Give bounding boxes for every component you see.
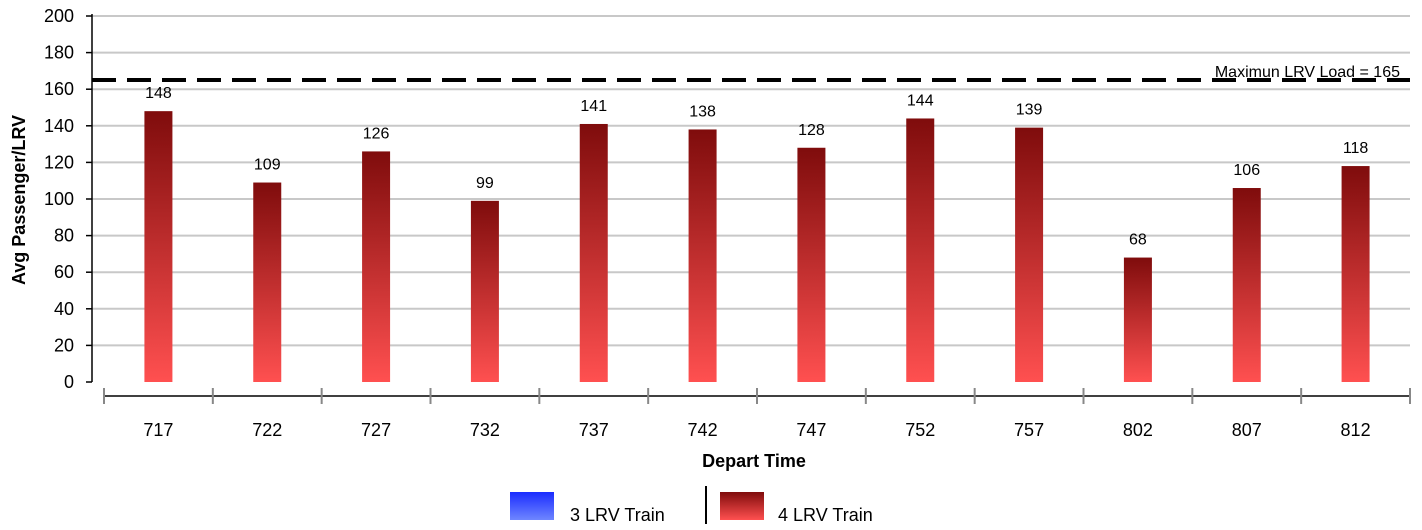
y-tick-label: 140	[44, 116, 74, 136]
y-tick-label: 120	[44, 152, 74, 172]
legend: 3 LRV Train 4 LRV Train	[510, 486, 873, 525]
y-tick-label: 160	[44, 79, 74, 99]
bar-data-label: 106	[1233, 162, 1260, 179]
bar-data-label: 109	[254, 157, 281, 174]
gridlines	[92, 15, 1410, 347]
bar-data-label: 139	[1016, 102, 1043, 119]
y-tick-label: 60	[54, 262, 74, 282]
bar-4-lrv	[1123, 257, 1152, 382]
x-tick-label: 812	[1341, 420, 1371, 440]
bar-data-label: 128	[798, 122, 825, 139]
bar-data-label: 68	[1129, 232, 1147, 249]
x-tick-label: 742	[688, 420, 718, 440]
bar-4-lrv	[906, 118, 935, 382]
x-tick-label: 807	[1232, 420, 1262, 440]
legend-label-4-lrv: 4 LRV Train	[778, 505, 873, 525]
legend-swatch-3-lrv	[510, 492, 554, 520]
y-tick-label: 0	[64, 372, 74, 392]
bar-4-lrv	[144, 111, 173, 382]
bar-data-label: 148	[145, 85, 172, 102]
x-tick-label: 757	[1014, 420, 1044, 440]
y-axis-label: Avg Passenger/LRV	[9, 115, 29, 285]
x-tick-label: 752	[905, 420, 935, 440]
x-tick-label: 717	[143, 420, 173, 440]
bar-4-lrv	[688, 129, 717, 382]
x-axis-label: Depart Time	[702, 451, 806, 471]
x-tick-label: 737	[579, 420, 609, 440]
bar-4-lrv	[1232, 188, 1261, 382]
bars	[144, 111, 1370, 382]
reference-line-group: Maximun LRV Load = 165	[92, 64, 1410, 83]
bar-4-lrv	[579, 123, 608, 382]
bar-data-label: 141	[580, 98, 607, 115]
bar-data-label: 144	[907, 92, 934, 109]
x-tick-label: 732	[470, 420, 500, 440]
bar-data-label: 126	[363, 125, 390, 142]
legend-label-3-lrv: 3 LRV Train	[570, 505, 665, 525]
y-tick-label: 180	[44, 43, 74, 63]
legend-swatch-4-lrv	[720, 492, 764, 520]
x-tick-label: 747	[796, 420, 826, 440]
bar-4-lrv	[1015, 127, 1044, 382]
bar-4-lrv	[470, 200, 499, 382]
y-tick-label: 200	[44, 6, 74, 26]
bar-data-label: 138	[689, 103, 716, 120]
axes: 0 20 40 60 80 100 120 140 160 180 200 717 722 727 732 7…	[44, 6, 1411, 440]
bar-4-lrv	[1341, 166, 1370, 382]
bar-data-label: 99	[476, 175, 494, 192]
bar-4-lrv	[362, 151, 391, 382]
x-tick-label: 727	[361, 420, 391, 440]
bar-data-label: 118	[1343, 140, 1369, 157]
y-tick-label: 20	[54, 335, 74, 355]
reference-line-label: Maximun LRV Load = 165	[1215, 64, 1400, 81]
x-tick-label: 802	[1123, 420, 1153, 440]
y-tick-label: 40	[54, 299, 74, 319]
bar-4-lrv	[797, 147, 826, 382]
y-tick-label: 80	[54, 226, 74, 246]
y-tick-label: 100	[44, 189, 74, 209]
x-tick-label: 722	[252, 420, 282, 440]
data-labels: 148 109 126 99 141 138 128 144 139 68 106 118	[145, 85, 1368, 248]
bar-4-lrv	[253, 182, 282, 382]
